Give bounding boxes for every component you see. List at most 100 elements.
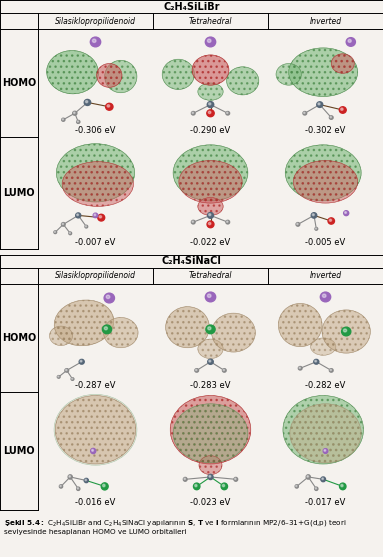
Text: Tetrahedral: Tetrahedral — [189, 17, 232, 26]
Circle shape — [57, 375, 60, 378]
Ellipse shape — [199, 456, 222, 475]
Circle shape — [328, 218, 334, 224]
Ellipse shape — [173, 145, 248, 201]
Circle shape — [69, 232, 70, 233]
Text: -0.290 eV: -0.290 eV — [190, 126, 231, 135]
Circle shape — [61, 223, 65, 226]
Circle shape — [107, 105, 110, 107]
Circle shape — [77, 121, 79, 122]
Text: -0.023 eV: -0.023 eV — [190, 499, 231, 507]
Circle shape — [65, 369, 67, 370]
Text: -0.302 eV: -0.302 eV — [305, 126, 346, 135]
Circle shape — [92, 39, 96, 42]
Text: HOMO: HOMO — [2, 333, 36, 343]
Circle shape — [323, 448, 328, 453]
Ellipse shape — [293, 160, 358, 203]
Circle shape — [226, 111, 229, 115]
Circle shape — [207, 110, 214, 117]
Circle shape — [322, 478, 323, 480]
Circle shape — [195, 369, 198, 372]
Circle shape — [77, 487, 80, 490]
Circle shape — [329, 369, 333, 372]
Circle shape — [84, 478, 88, 482]
Text: -0.016 eV: -0.016 eV — [75, 499, 116, 507]
Circle shape — [315, 227, 318, 230]
Circle shape — [304, 112, 305, 114]
Circle shape — [223, 369, 224, 370]
Ellipse shape — [227, 67, 259, 95]
Circle shape — [74, 112, 75, 114]
Ellipse shape — [212, 313, 255, 352]
Circle shape — [73, 111, 77, 115]
Circle shape — [192, 112, 193, 114]
Circle shape — [209, 476, 211, 477]
Circle shape — [192, 111, 195, 115]
Circle shape — [85, 479, 87, 481]
Ellipse shape — [331, 54, 354, 74]
Ellipse shape — [198, 198, 223, 216]
Text: LUMO: LUMO — [3, 188, 35, 198]
Circle shape — [208, 475, 213, 480]
Circle shape — [193, 483, 200, 490]
Circle shape — [344, 329, 347, 332]
Circle shape — [208, 359, 213, 364]
Circle shape — [209, 214, 211, 216]
Circle shape — [77, 214, 79, 216]
Circle shape — [54, 231, 56, 232]
Circle shape — [99, 216, 101, 218]
Circle shape — [306, 475, 310, 479]
Ellipse shape — [105, 60, 137, 92]
Ellipse shape — [285, 145, 361, 201]
Text: Tetrahedral: Tetrahedral — [189, 271, 232, 281]
Circle shape — [348, 40, 351, 42]
Circle shape — [84, 99, 91, 105]
Circle shape — [102, 325, 111, 334]
Text: -0.005 eV: -0.005 eV — [305, 238, 345, 247]
Circle shape — [208, 327, 211, 330]
Circle shape — [80, 360, 82, 362]
Circle shape — [60, 485, 61, 487]
Circle shape — [339, 107, 346, 113]
Ellipse shape — [311, 338, 336, 355]
Circle shape — [329, 219, 332, 221]
Circle shape — [192, 221, 195, 224]
Circle shape — [315, 360, 317, 362]
Ellipse shape — [162, 59, 195, 90]
Circle shape — [103, 484, 105, 487]
Circle shape — [318, 103, 320, 105]
Ellipse shape — [198, 339, 223, 359]
Circle shape — [76, 213, 81, 218]
Ellipse shape — [49, 326, 72, 345]
Circle shape — [314, 359, 319, 364]
Ellipse shape — [55, 395, 136, 464]
Circle shape — [298, 367, 302, 370]
Text: Inverted: Inverted — [309, 271, 342, 281]
Text: -0.022 eV: -0.022 eV — [190, 238, 231, 247]
Circle shape — [307, 476, 308, 477]
Circle shape — [91, 448, 96, 453]
Circle shape — [208, 39, 211, 42]
Circle shape — [85, 225, 88, 228]
Circle shape — [71, 378, 74, 380]
Circle shape — [69, 476, 70, 477]
Circle shape — [101, 483, 108, 490]
Circle shape — [297, 223, 298, 224]
Circle shape — [227, 221, 228, 222]
Ellipse shape — [179, 160, 242, 203]
Circle shape — [208, 294, 211, 297]
Ellipse shape — [170, 395, 251, 464]
Circle shape — [324, 449, 326, 451]
Circle shape — [330, 369, 331, 370]
Circle shape — [344, 211, 349, 216]
Text: C₂H₄SiNaCl: C₂H₄SiNaCl — [162, 257, 221, 266]
Circle shape — [315, 487, 318, 490]
Circle shape — [234, 477, 237, 481]
Circle shape — [320, 292, 331, 302]
Circle shape — [68, 475, 72, 479]
Ellipse shape — [276, 63, 301, 85]
Ellipse shape — [192, 55, 229, 85]
Ellipse shape — [198, 83, 223, 100]
Circle shape — [330, 116, 331, 118]
Text: -0.283 eV: -0.283 eV — [190, 381, 231, 390]
Ellipse shape — [278, 304, 322, 346]
